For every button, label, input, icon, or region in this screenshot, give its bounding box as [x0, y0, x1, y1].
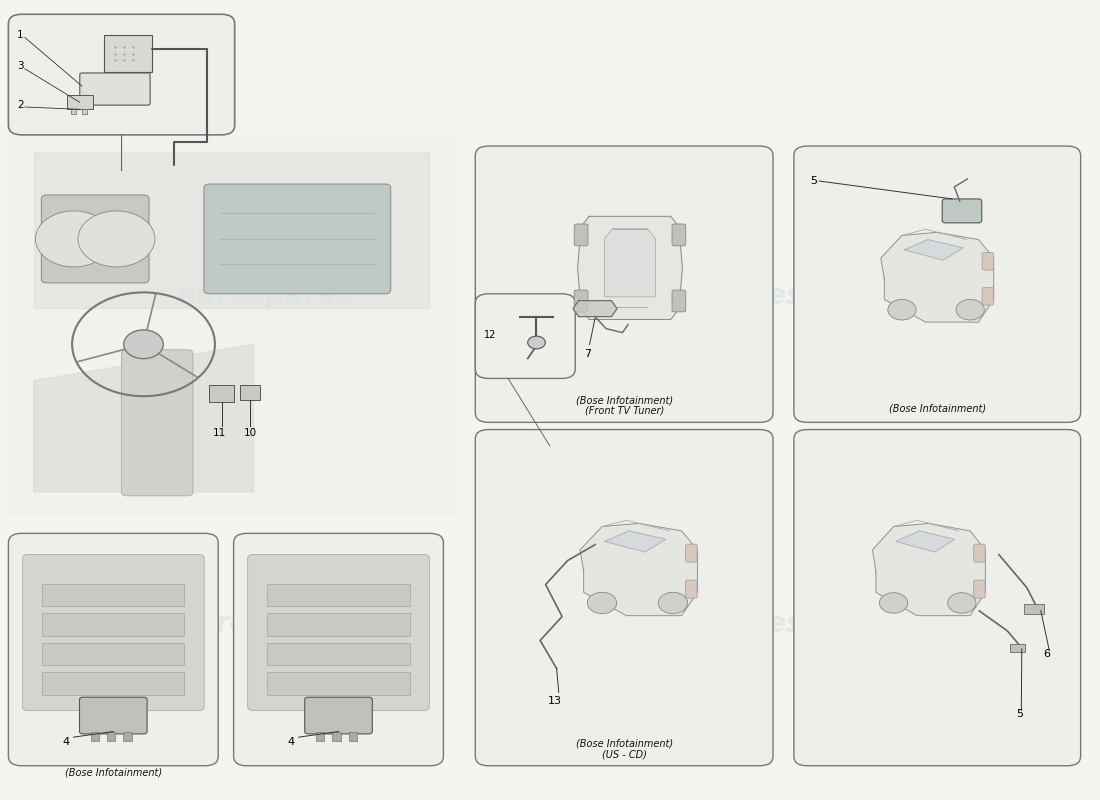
Polygon shape: [881, 232, 993, 322]
Circle shape: [123, 330, 163, 358]
FancyBboxPatch shape: [9, 14, 234, 135]
Polygon shape: [904, 239, 964, 260]
Text: (Front TV Tuner): (Front TV Tuner): [584, 406, 663, 416]
Polygon shape: [604, 229, 656, 297]
FancyBboxPatch shape: [79, 698, 147, 734]
Polygon shape: [605, 531, 665, 552]
FancyBboxPatch shape: [982, 253, 993, 270]
FancyBboxPatch shape: [974, 544, 986, 562]
Bar: [72, 110, 77, 114]
Text: 11: 11: [212, 429, 226, 438]
Circle shape: [948, 593, 976, 614]
FancyBboxPatch shape: [42, 195, 148, 283]
Bar: [349, 731, 356, 741]
FancyBboxPatch shape: [80, 73, 150, 105]
Text: eurospares: eurospares: [627, 282, 803, 310]
Bar: [91, 731, 99, 741]
Bar: [107, 731, 116, 741]
Text: 6: 6: [1044, 650, 1050, 659]
FancyBboxPatch shape: [204, 184, 390, 294]
FancyBboxPatch shape: [574, 290, 587, 312]
Circle shape: [956, 299, 984, 320]
Bar: [316, 731, 324, 741]
Bar: [42, 613, 185, 636]
Circle shape: [35, 211, 112, 267]
Text: 5: 5: [811, 176, 817, 186]
Text: 7: 7: [584, 349, 591, 358]
Bar: [267, 583, 409, 606]
Bar: [67, 95, 94, 110]
Polygon shape: [895, 531, 955, 552]
Text: (Bose Infotainment): (Bose Infotainment): [65, 767, 162, 778]
FancyBboxPatch shape: [22, 554, 205, 710]
FancyBboxPatch shape: [974, 580, 986, 598]
Circle shape: [528, 336, 546, 349]
Bar: [1024, 604, 1044, 614]
Text: eurospares: eurospares: [177, 610, 352, 638]
FancyBboxPatch shape: [574, 224, 587, 246]
Bar: [267, 642, 409, 666]
Text: 10: 10: [243, 429, 256, 438]
Polygon shape: [580, 523, 697, 616]
Circle shape: [879, 593, 908, 614]
Text: 1: 1: [18, 30, 24, 40]
Text: 12: 12: [484, 330, 496, 339]
Text: (Bose Infotainment): (Bose Infotainment): [575, 395, 673, 406]
Text: 2: 2: [18, 100, 24, 110]
Circle shape: [78, 211, 155, 267]
FancyBboxPatch shape: [685, 580, 697, 598]
Bar: [123, 731, 132, 741]
Bar: [82, 110, 88, 114]
FancyBboxPatch shape: [943, 199, 982, 223]
FancyBboxPatch shape: [794, 146, 1080, 422]
FancyBboxPatch shape: [982, 287, 993, 305]
Bar: [42, 672, 185, 695]
Circle shape: [658, 592, 688, 614]
FancyBboxPatch shape: [672, 224, 685, 246]
FancyBboxPatch shape: [121, 350, 192, 496]
Polygon shape: [34, 344, 253, 492]
FancyBboxPatch shape: [672, 290, 685, 312]
Text: (Bose Infotainment): (Bose Infotainment): [575, 739, 673, 749]
Polygon shape: [578, 216, 682, 319]
Bar: [267, 672, 409, 695]
Bar: [240, 386, 260, 400]
Text: eurospares: eurospares: [177, 282, 352, 310]
Text: (US - CD): (US - CD): [602, 750, 647, 759]
Text: 5: 5: [1015, 709, 1023, 719]
Text: 3: 3: [18, 62, 24, 71]
Bar: [42, 583, 185, 606]
Bar: [104, 35, 152, 72]
Bar: [267, 613, 409, 636]
Circle shape: [587, 592, 617, 614]
Circle shape: [888, 299, 916, 320]
Text: 13: 13: [548, 696, 562, 706]
Polygon shape: [872, 523, 986, 616]
FancyBboxPatch shape: [233, 534, 443, 766]
Polygon shape: [34, 152, 429, 308]
Bar: [1010, 644, 1025, 652]
FancyBboxPatch shape: [685, 544, 697, 562]
FancyBboxPatch shape: [1, 137, 462, 516]
FancyBboxPatch shape: [305, 698, 372, 734]
FancyBboxPatch shape: [9, 534, 218, 766]
FancyBboxPatch shape: [475, 430, 773, 766]
Text: (Bose Infotainment): (Bose Infotainment): [889, 403, 986, 414]
Text: eurospares: eurospares: [627, 610, 803, 638]
FancyBboxPatch shape: [475, 294, 575, 378]
FancyBboxPatch shape: [794, 430, 1080, 766]
FancyBboxPatch shape: [248, 554, 429, 710]
Text: 4: 4: [288, 737, 295, 747]
Bar: [209, 385, 233, 402]
Polygon shape: [573, 301, 617, 317]
FancyBboxPatch shape: [475, 146, 773, 422]
Bar: [332, 731, 341, 741]
Bar: [42, 642, 185, 666]
Text: 4: 4: [63, 737, 69, 747]
